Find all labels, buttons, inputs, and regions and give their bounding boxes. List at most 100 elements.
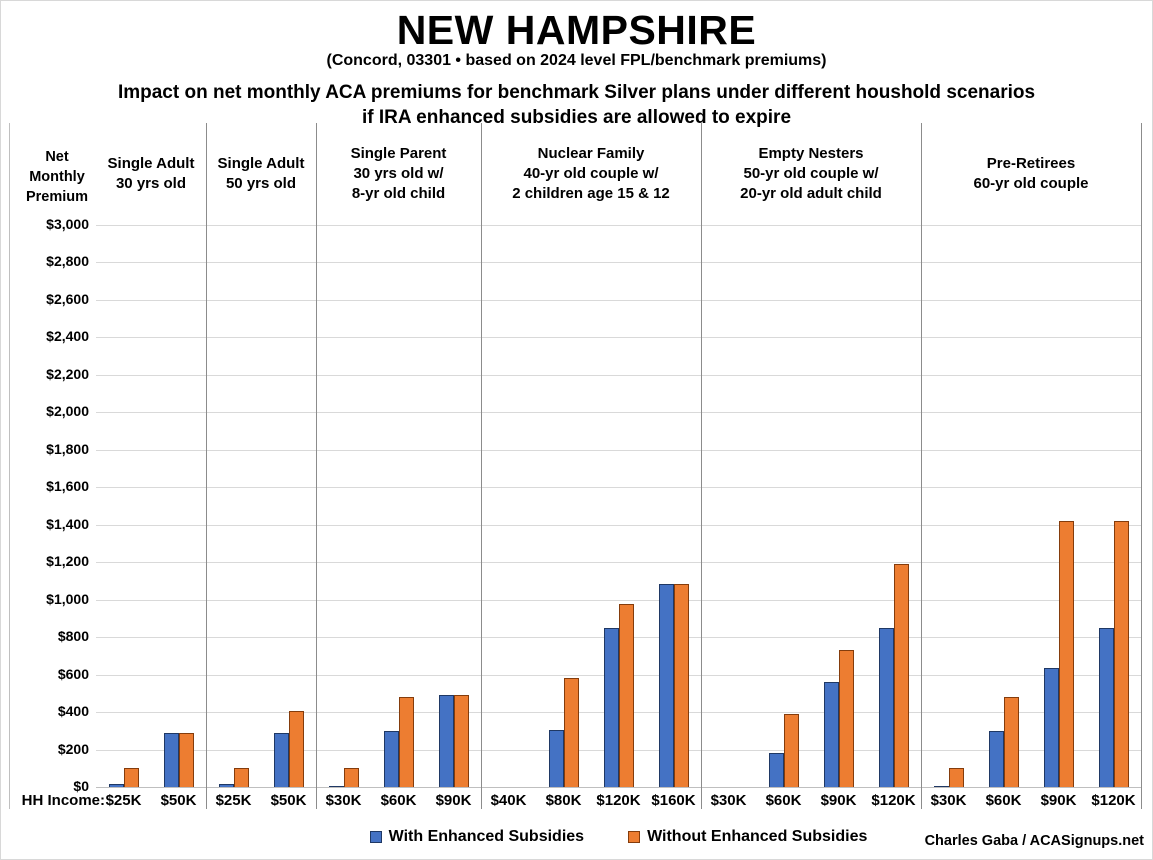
bar-with-subsidies (1098, 627, 1114, 787)
y-axis-tick-label: $1,600 (46, 478, 89, 495)
x-axis-tick-label: $30K (710, 792, 747, 809)
bar-with-subsidies (328, 785, 344, 787)
y-gridline (96, 262, 1141, 264)
legend-label-without-subsidies: Without Enhanced Subsidies (647, 828, 868, 845)
y-gridline (96, 299, 1141, 301)
panel-separator-line (701, 123, 702, 809)
x-axis-tick-label: $30K (930, 792, 967, 809)
y-axis-tick-label: $2,600 (46, 290, 89, 307)
y-axis-tick-label: $2,200 (46, 365, 89, 382)
x-axis-tick-label: $30K (325, 792, 362, 809)
bar-with-subsidies (273, 732, 289, 787)
bar-with-subsidies (933, 785, 949, 787)
y-gridline (96, 225, 1141, 226)
x-axis-tick-label: $60K (765, 792, 802, 809)
bar-without-subsidies (1113, 520, 1129, 787)
x-axis-tick-label: $90K (1040, 792, 1077, 809)
x-axis-tick-label: $160K (651, 792, 696, 809)
y-axis-tick-label: $2,800 (46, 253, 89, 270)
x-axis-tick-label: $120K (871, 792, 916, 809)
bar-without-subsidies (1058, 520, 1074, 787)
legend: With Enhanced Subsidies Without Enhanced… (96, 826, 1141, 848)
bar-without-subsidies (838, 650, 854, 787)
bar-without-subsidies (343, 768, 359, 787)
x-axis-tick-label: $120K (596, 792, 641, 809)
bar-with-subsidies (988, 730, 1004, 787)
y-axis-tick-label: $200 (57, 740, 89, 757)
panel-separator-line (921, 123, 922, 809)
bar-without-subsidies (398, 697, 414, 787)
y-gridline (96, 412, 1141, 414)
bar-without-subsidies (453, 695, 469, 787)
panel-header-line: 50 yrs old (225, 175, 297, 192)
panel-header-line: Nuclear Family (537, 145, 645, 162)
y-axis-tick-label: $1,400 (46, 515, 89, 532)
panel-header: Empty Nesters 50-yr old couple w/20-yr ol… (701, 139, 921, 209)
legend-swatch-without-subsidies-icon (628, 831, 641, 843)
y-gridline (96, 487, 1141, 489)
panel-header-line: Single Adult (217, 155, 305, 172)
x-axis-tick-label: $90K (435, 792, 472, 809)
legend-item-with-subsidies: With Enhanced Subsidies (369, 828, 585, 846)
bar-with-subsidies (163, 732, 179, 787)
x-axis-tick-label: $50K (270, 792, 307, 809)
bar-with-subsidies (603, 627, 619, 787)
bar-without-subsidies (673, 583, 689, 787)
bar-without-subsidies (178, 732, 194, 787)
bar-without-subsidies (288, 711, 304, 787)
chart-heading-line1: Impact on net monthly ACA premiums for b… (117, 82, 1036, 103)
panel-header: Single Adult 30 yrs old (96, 139, 206, 209)
legend-swatch-with-subsidies-icon (369, 831, 382, 843)
y-gridline (96, 524, 1141, 526)
panel-header: Single Adult 50 yrs old (206, 139, 316, 209)
y-axis-title-line3: Premium (25, 189, 89, 205)
chart-left-edge-line (9, 123, 10, 809)
y-gridline (96, 562, 1141, 564)
panel-header-line: Single Parent (350, 145, 447, 162)
y-axis-tick-label: $2,400 (46, 328, 89, 345)
panel-separator-line (316, 123, 317, 809)
panel-header-line: Pre-Retirees (986, 155, 1076, 172)
x-axis-line (96, 787, 1141, 788)
chart-heading-line2: if IRA enhanced subsidies are allowed to… (361, 107, 792, 128)
bar-with-subsidies (823, 682, 839, 787)
bar-with-subsidies (1043, 668, 1059, 787)
bar-with-subsidies (218, 784, 234, 787)
bar-without-subsidies (618, 604, 634, 787)
panel-separator-line (481, 123, 482, 809)
x-axis-tick-label: $50K (160, 792, 197, 809)
panel-header: Pre-Retirees 60-yr old couple (921, 139, 1141, 209)
x-axis-tick-label: $80K (545, 792, 582, 809)
bar-without-subsidies (123, 768, 139, 787)
y-axis-tick-label: $1,000 (46, 590, 89, 607)
panel-header-line: 40-yr old couple w/ (523, 165, 659, 182)
bar-with-subsidies (878, 627, 894, 787)
bar-with-subsidies (548, 729, 564, 787)
credit-attribution: Charles Gaba / ACASignups.net (924, 833, 1144, 849)
bar-without-subsidies (563, 678, 579, 787)
bar-with-subsidies (383, 730, 399, 787)
panel-header: Nuclear Family 40-yr old couple w/2 child… (481, 139, 701, 209)
panel-header-line: 8-yr old child (351, 185, 446, 202)
bar-with-subsidies (438, 695, 454, 787)
panel-header-line: 2 children age 15 & 12 (512, 185, 670, 202)
y-axis-tick-label: $2,000 (46, 403, 89, 420)
panel-header-line: 20-yr old adult child (740, 185, 882, 202)
y-axis-tick-label: $400 (57, 703, 89, 720)
y-gridline (96, 374, 1141, 376)
panel-header-line: Empty Nesters (758, 145, 864, 162)
legend-label-with-subsidies: With Enhanced Subsidies (388, 828, 585, 845)
bar-without-subsidies (893, 564, 909, 787)
panel-header-line: 30 yrs old w/ (353, 165, 444, 182)
chart-title: NEW HAMPSHIRE (396, 7, 757, 53)
y-axis-tick-label: $1,800 (46, 440, 89, 457)
panel-separator-line (206, 123, 207, 809)
x-axis-tick-label: $40K (490, 792, 527, 809)
panel-header-line: Single Adult (107, 155, 195, 172)
bar-with-subsidies (658, 583, 674, 787)
panel-header-line: 50-yr old couple w/ (743, 165, 879, 182)
y-axis-title-line1: Net (45, 149, 69, 165)
y-axis-title: Net Monthly Premium (15, 147, 99, 207)
